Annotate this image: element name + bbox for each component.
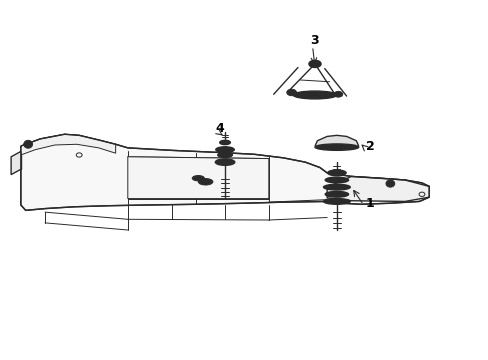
Ellipse shape xyxy=(314,144,358,150)
Ellipse shape xyxy=(217,153,232,157)
PathPatch shape xyxy=(11,152,21,175)
Ellipse shape xyxy=(215,159,234,165)
Ellipse shape xyxy=(292,91,336,99)
Ellipse shape xyxy=(323,184,349,190)
Ellipse shape xyxy=(323,199,349,204)
Ellipse shape xyxy=(286,89,296,96)
Text: 3: 3 xyxy=(309,34,318,47)
Ellipse shape xyxy=(192,176,204,181)
Text: 2: 2 xyxy=(366,140,374,153)
Ellipse shape xyxy=(215,147,234,153)
PathPatch shape xyxy=(127,157,268,199)
Ellipse shape xyxy=(385,180,394,187)
Ellipse shape xyxy=(219,140,230,145)
Ellipse shape xyxy=(308,60,321,67)
Ellipse shape xyxy=(198,179,212,185)
Ellipse shape xyxy=(201,180,209,184)
PathPatch shape xyxy=(21,134,116,155)
PathPatch shape xyxy=(326,176,428,202)
PathPatch shape xyxy=(21,134,428,210)
Text: 4: 4 xyxy=(215,122,224,135)
Text: 1: 1 xyxy=(366,197,374,210)
Ellipse shape xyxy=(333,91,342,97)
Ellipse shape xyxy=(325,192,348,197)
PathPatch shape xyxy=(314,135,358,146)
Ellipse shape xyxy=(325,177,348,183)
Ellipse shape xyxy=(24,140,32,148)
Ellipse shape xyxy=(327,170,346,176)
